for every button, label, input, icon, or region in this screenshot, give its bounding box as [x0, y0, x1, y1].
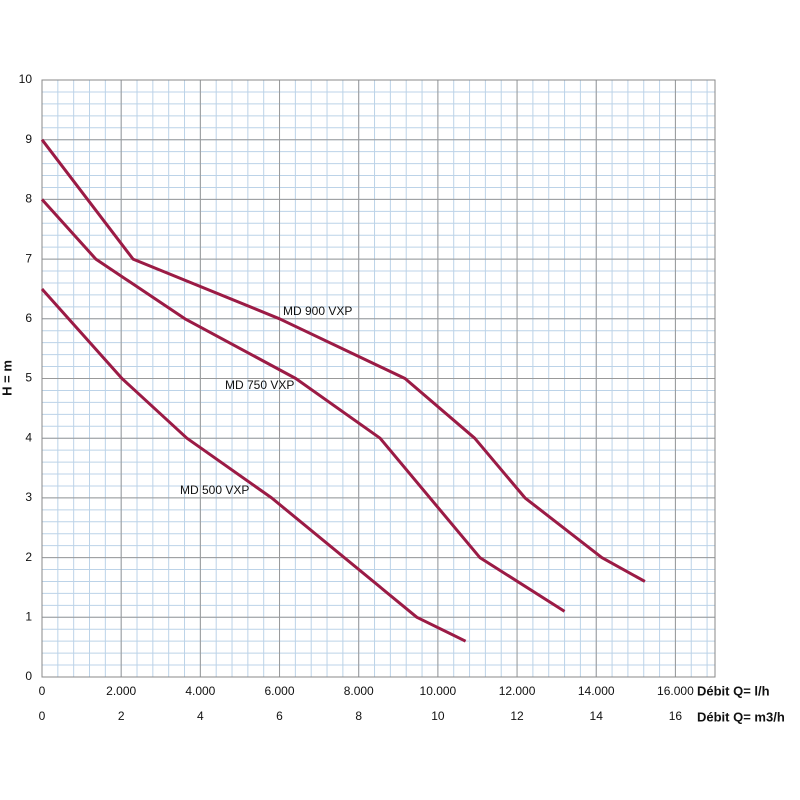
- y-tick-label: 1: [25, 609, 32, 623]
- x-tick-label: 16.000: [657, 684, 694, 698]
- x2-tick-label: 14: [590, 709, 604, 723]
- x2-tick-label: 12: [510, 709, 524, 723]
- y-tick-label: 9: [25, 132, 32, 146]
- x-tick-label: 8.000: [344, 684, 374, 698]
- x-tick-label: 12.000: [499, 684, 536, 698]
- series-line: [40, 138, 646, 583]
- series-line: [40, 198, 566, 613]
- y-tick-label: 5: [25, 371, 32, 385]
- x-tick-label: 6.000: [265, 684, 295, 698]
- x2-tick-label: 2: [118, 709, 125, 723]
- y-tick-label: 7: [25, 251, 32, 265]
- x2-tick-label: 10: [431, 709, 445, 723]
- x-axis-title: Débit Q= l/h: [697, 683, 770, 698]
- y-tick-label: 0: [25, 669, 32, 683]
- y-axis-title: H = m: [0, 360, 14, 396]
- y-tick-label: 6: [25, 311, 32, 325]
- y-tick-label: 10: [19, 72, 33, 86]
- x-tick-label: 14.000: [578, 684, 615, 698]
- series-line: [40, 287, 467, 643]
- y-tick-label: 3: [25, 490, 32, 504]
- x-tick-label: 10.000: [420, 684, 457, 698]
- y-tick-label: 8: [25, 192, 32, 206]
- series-label: MD 750 VXP: [225, 378, 294, 392]
- x2-tick-label: 6: [276, 709, 283, 723]
- x2-tick-label: 8: [355, 709, 362, 723]
- x2-axis-title: Débit Q= m3/h: [697, 709, 785, 724]
- x-tick-label: 2.000: [106, 684, 136, 698]
- y-tick-label: 4: [25, 430, 32, 444]
- x-tick-label: 0: [39, 684, 46, 698]
- x2-tick-label: 4: [197, 709, 204, 723]
- x2-tick-label: 0: [39, 709, 46, 723]
- plot-frame: [41, 79, 716, 678]
- y-tick-label: 2: [25, 550, 32, 564]
- series-label: MD 500 VXP: [180, 483, 249, 497]
- x2-tick-label: 16: [669, 709, 683, 723]
- x-tick-label: 4.000: [185, 684, 215, 698]
- series-label: MD 900 VXP: [283, 304, 352, 318]
